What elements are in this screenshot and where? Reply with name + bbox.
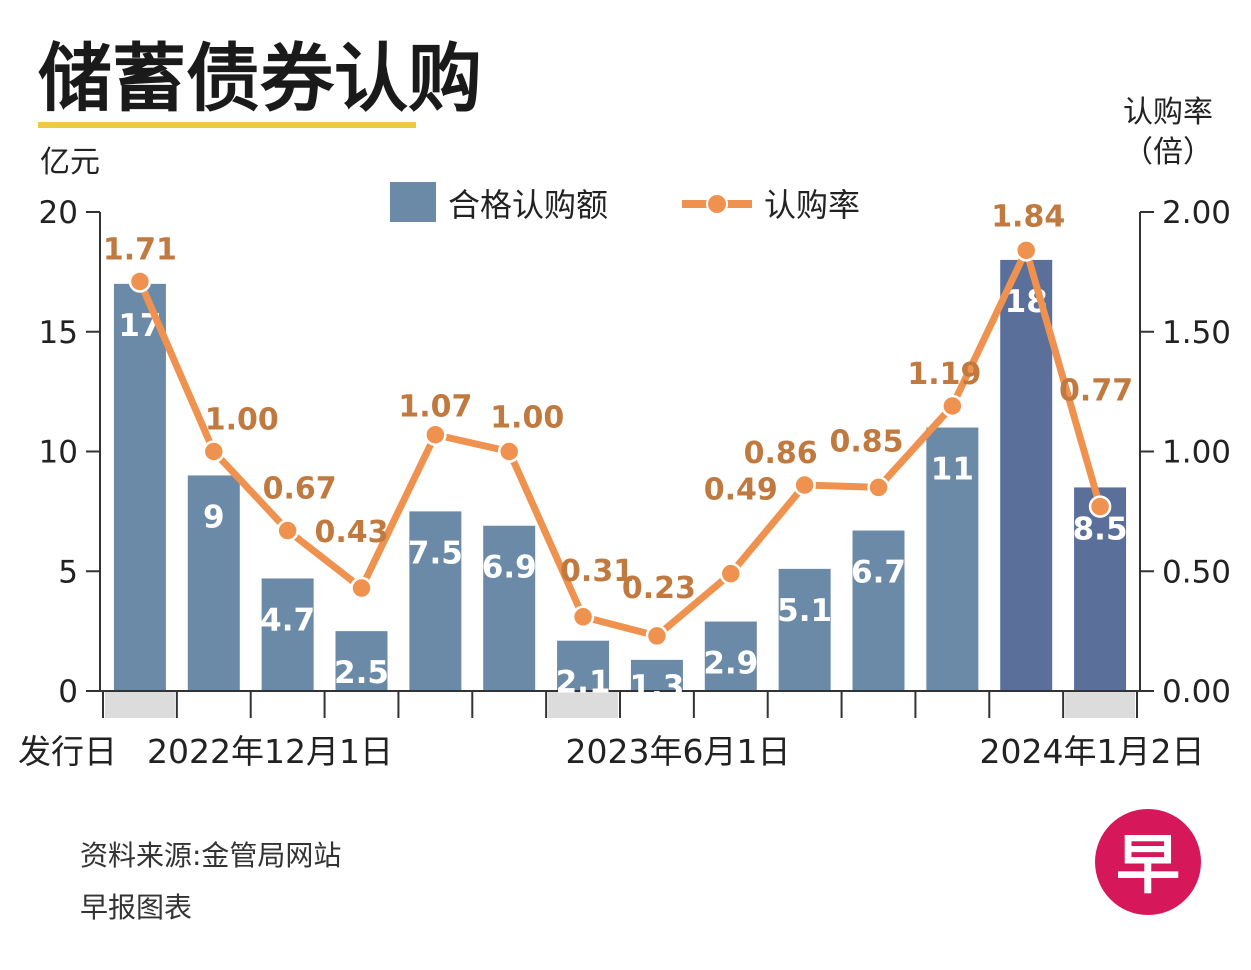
date-marker-labels: 2022年12月1日 2023年6月1日 2024年1月2日	[147, 732, 1204, 771]
rate-line	[136, 246, 1104, 640]
rate-point	[1014, 239, 1038, 262]
rate-point	[424, 423, 447, 446]
rate-value-label: 1.00	[205, 403, 279, 438]
rate-point	[571, 605, 595, 629]
rate-point	[645, 624, 669, 648]
title-underline	[38, 122, 416, 128]
rate-value-label: 0.85	[829, 424, 903, 459]
source-text: 资料来源:金管局网站	[80, 839, 341, 872]
left-axis-unit: 亿元	[40, 145, 100, 180]
rate-points	[128, 239, 1112, 648]
bar	[778, 568, 831, 691]
bar-value-label: 7.5	[408, 535, 463, 571]
rate-point	[276, 519, 299, 542]
bar	[557, 640, 610, 691]
bar	[926, 427, 979, 691]
bar-value-label: 6.9	[482, 550, 537, 586]
date-marker-label: 2024年1月2日	[980, 732, 1205, 771]
bar-value-label: 9	[203, 499, 225, 535]
legend-bar-swatch	[390, 182, 436, 222]
date-marker-boxes	[105, 692, 1135, 718]
bar-value-label: 11	[931, 452, 974, 488]
left-ticks: 0 5 10 15 20	[39, 195, 100, 710]
bar-value-label: 2.1	[556, 665, 611, 701]
zaobao-logo: 早	[1095, 809, 1201, 915]
bar	[113, 283, 166, 691]
bar	[1000, 259, 1053, 691]
rate-value-label: 0.31	[560, 554, 634, 589]
rate-point	[719, 562, 743, 585]
rate-point	[497, 440, 521, 463]
left-tick-label: 15	[39, 315, 78, 351]
rate-point	[1088, 495, 1112, 518]
bar	[261, 578, 314, 691]
credit-text: 早报图表	[80, 891, 192, 924]
rate-value-label: 0.86	[744, 436, 818, 471]
right-ticks: 0.00 0.50 1.00 1.50 2.00	[1140, 195, 1231, 710]
logo-circle	[1095, 809, 1201, 915]
rate-value-label: 0.49	[704, 473, 778, 508]
bar-value-label: 1.3	[629, 669, 684, 705]
rate-value-label: 1.84	[991, 199, 1065, 234]
bar	[704, 621, 757, 691]
bar-series	[113, 259, 1127, 691]
date-marker-box	[548, 692, 618, 718]
rate-value-label: 0.23	[622, 571, 696, 606]
legend-bar-label: 合格认购额	[448, 186, 608, 224]
right-tick-label: 0.00	[1162, 674, 1231, 710]
right-tick-label: 2.00	[1162, 195, 1231, 231]
rate-value-label: 0.77	[1059, 374, 1133, 409]
right-axis-unit-line2: （倍）	[1123, 135, 1213, 170]
rate-point	[202, 440, 226, 463]
logo-glyph: 早	[1116, 829, 1180, 903]
left-tick-label: 0	[58, 674, 78, 710]
chart-title: 储蓄债券认购	[38, 36, 482, 122]
rate-point	[128, 270, 152, 293]
bar-value-label: 6.7	[851, 555, 906, 591]
bar-value-label: 2.9	[703, 646, 758, 682]
rate-value-label: 1.71	[103, 232, 177, 267]
bar	[1074, 487, 1127, 691]
bar	[409, 511, 462, 691]
rate-point	[867, 476, 890, 499]
rate-point	[793, 473, 816, 497]
date-marker-box	[105, 692, 175, 718]
right-axis-unit-line1: 认购率	[1123, 95, 1213, 130]
bar-value-label: 5.1	[777, 593, 832, 629]
rate-value-label: 1.00	[490, 401, 564, 436]
rate-point	[350, 576, 373, 600]
bar	[852, 530, 905, 691]
right-tick-label: 1.50	[1162, 315, 1231, 351]
bar	[483, 525, 536, 691]
x-ticks	[102, 691, 1138, 718]
rate-value-label: 0.43	[314, 515, 388, 550]
left-tick-label: 20	[39, 195, 78, 231]
bar	[335, 631, 388, 691]
date-marker-label: 2023年6月1日	[566, 732, 791, 771]
rate-value-label: 1.07	[398, 390, 472, 425]
right-tick-label: 0.50	[1162, 554, 1231, 590]
date-marker-box	[1065, 692, 1135, 718]
x-axis-label: 发行日	[18, 732, 117, 771]
rate-value-label: 1.19	[907, 357, 981, 392]
left-tick-label: 10	[39, 435, 78, 471]
bar-value-label: 2.5	[334, 655, 389, 691]
rate-value-label: 0.67	[263, 472, 337, 507]
left-tick-label: 5	[58, 554, 78, 590]
legend-line-label: 认购率	[764, 186, 860, 224]
bar	[187, 475, 240, 691]
legend-line-marker	[706, 193, 728, 215]
rate-labels: 1.71 1.00 0.67 0.43 1.07 1.00 0.310.23 0.490.86…	[103, 199, 1133, 606]
bar	[630, 659, 683, 691]
right-tick-label: 1.00	[1162, 435, 1231, 471]
bar-value-label: 4.7	[260, 602, 315, 638]
rate-point	[941, 394, 964, 418]
date-marker-label: 2022年12月1日	[147, 732, 393, 771]
